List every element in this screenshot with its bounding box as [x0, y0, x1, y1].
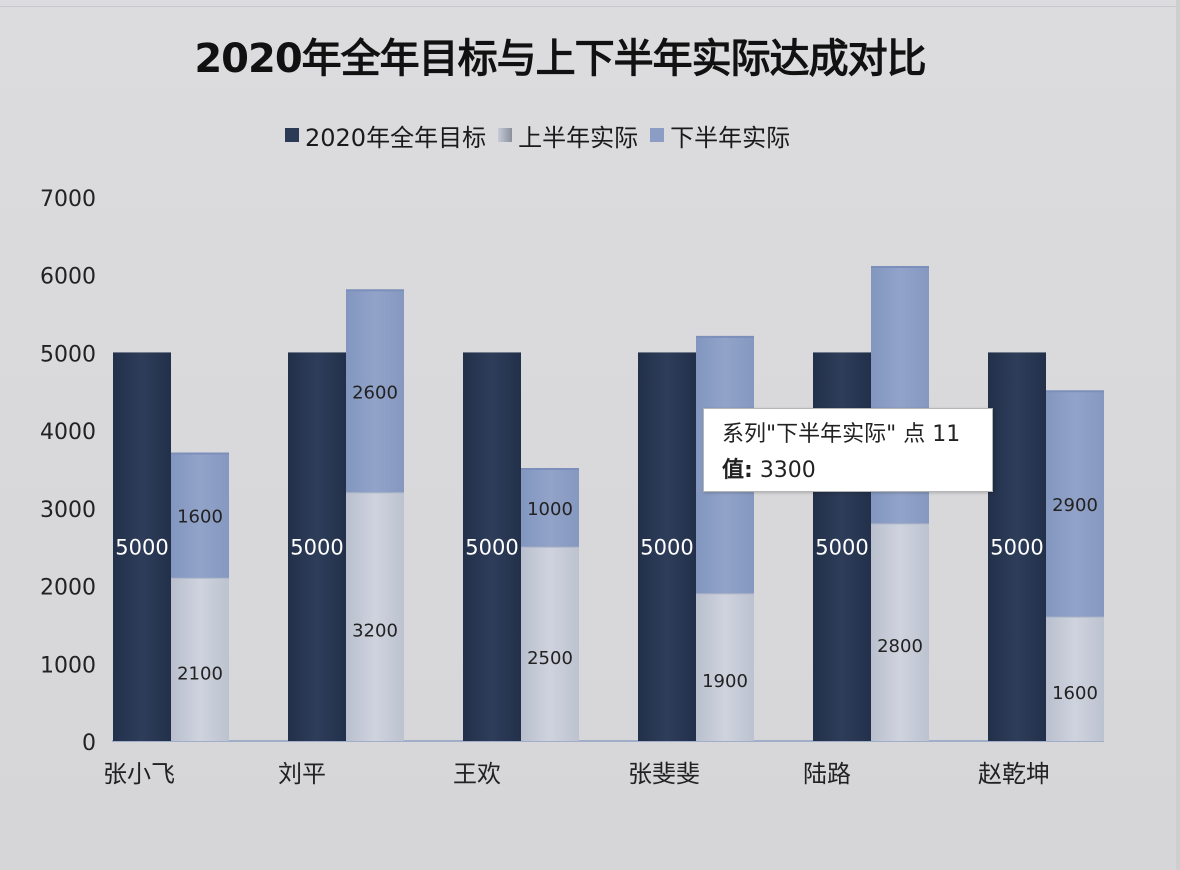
y-tick-label: 1000	[40, 653, 96, 678]
x-tick-label: 张斐斐	[628, 760, 700, 788]
legend-item-h1[interactable]: 上半年实际	[498, 118, 638, 153]
bar-h1[interactable]	[1046, 616, 1104, 741]
y-tick-label: 5000	[40, 342, 96, 367]
x-tick-label: 刘平	[278, 760, 326, 788]
legend-item-target[interactable]: 2020年全年目标	[285, 118, 486, 153]
y-tick-label: 0	[82, 731, 96, 756]
data-label-target: 5000	[990, 536, 1043, 560]
data-label-h1: 2100	[177, 663, 223, 684]
sheet-gridlines	[0, 0, 1180, 7]
data-label-h1: 1900	[702, 671, 748, 692]
legend-label-target: 2020年全年目标	[305, 123, 487, 152]
data-label-target: 5000	[290, 536, 343, 560]
data-label-h1: 3200	[352, 621, 398, 642]
chart-title: 2020年全年目标与上下半年实际达成对比	[194, 36, 926, 82]
data-label-h1: 2800	[877, 636, 923, 657]
bar-h2[interactable]	[171, 453, 229, 578]
tooltip-series-line: 系列"下半年实际" 点 11	[722, 422, 961, 447]
data-label-target: 5000	[465, 536, 518, 560]
bar-target[interactable]	[463, 352, 521, 741]
tooltip-value-label: 值:	[722, 458, 753, 483]
legend[interactable]: 2020年全年目标 上半年实际 下半年实际	[285, 118, 790, 152]
legend-swatch-target	[285, 128, 299, 142]
data-label-target: 5000	[115, 536, 168, 560]
bar-h1[interactable]	[696, 593, 754, 741]
bar-target[interactable]	[638, 352, 696, 741]
y-tick-label: 2000	[40, 576, 96, 601]
bar-target[interactable]	[113, 352, 171, 741]
bar-h1[interactable]	[171, 577, 229, 741]
data-label-h2: 2600	[352, 382, 398, 403]
bar-h2[interactable]	[346, 290, 404, 493]
legend-label-h2: 下半年实际	[670, 123, 791, 152]
tooltip-value: 3300	[759, 458, 816, 483]
bar-h2[interactable]	[1046, 391, 1104, 617]
legend-swatch-h2	[650, 128, 665, 142]
legend-item-h2[interactable]: 下半年实际	[650, 118, 790, 153]
y-tick-label: 4000	[40, 420, 96, 445]
y-tick-label: 6000	[40, 265, 96, 290]
y-tick-label: 7000	[40, 187, 96, 212]
window-edge	[1176, 0, 1180, 870]
legend-label-h1: 上半年实际	[518, 123, 639, 152]
data-label-target: 5000	[815, 536, 868, 560]
data-label-h1: 2500	[527, 648, 573, 669]
bar-h2[interactable]	[521, 469, 579, 547]
bar-h1[interactable]	[521, 546, 579, 741]
data-label-target: 5000	[640, 536, 693, 560]
data-label-h2: 2900	[1052, 495, 1098, 516]
bar-target[interactable]	[988, 352, 1046, 741]
data-point-tooltip: 系列"下半年实际" 点 11 值: 3300	[703, 408, 993, 492]
bar-target[interactable]	[288, 352, 346, 741]
x-tick-label: 赵乾坤	[978, 760, 1050, 788]
x-tick-label: 陆路	[803, 760, 851, 788]
bar-h1[interactable]	[346, 492, 404, 741]
data-label-h2: 1600	[177, 507, 223, 528]
tooltip-value-line: 值: 3300	[722, 453, 992, 489]
data-label-h1: 1600	[1052, 683, 1098, 704]
data-label-h2: 1000	[527, 499, 573, 520]
y-tick-label: 3000	[40, 498, 96, 523]
bar-h1[interactable]	[871, 523, 929, 741]
legend-swatch-h1	[498, 128, 513, 142]
x-tick-label: 王欢	[453, 760, 501, 788]
x-tick-label: 张小飞	[103, 760, 175, 788]
